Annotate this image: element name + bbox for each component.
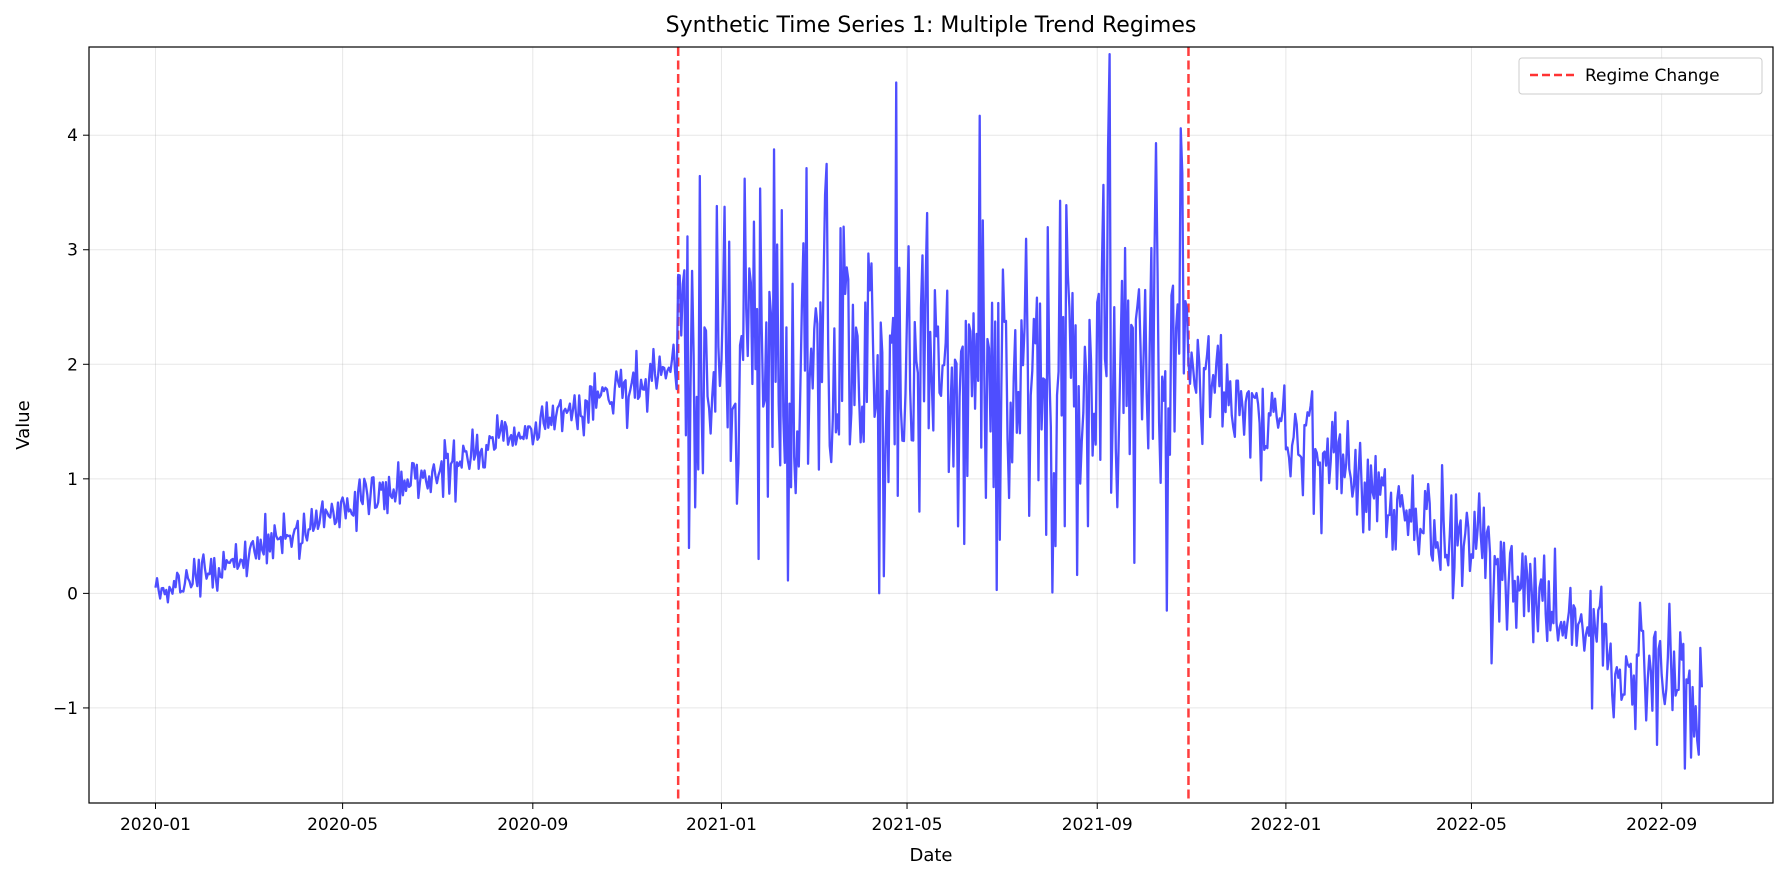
y-axis-label: Value: [13, 400, 34, 449]
x-tick-label: 2020-05: [307, 815, 378, 835]
x-tick-label: 2021-01: [686, 815, 757, 835]
y-tick-label: 1: [67, 470, 78, 490]
x-tick-label: 2021-09: [1062, 815, 1133, 835]
regime-change-lines: [676, 47, 1190, 803]
x-axis-ticks: 2020-01 2020-05 2020-09 2021-01 2021-05 2021-…: [120, 803, 1697, 835]
y-axis-ticks: −1 0 1 2 3 4: [53, 126, 89, 719]
series-layer: [154, 52, 1704, 770]
x-tick-label: 2021-05: [872, 815, 943, 835]
x-tick-label: 2022-01: [1250, 815, 1321, 835]
series-line-1: [154, 52, 1704, 770]
chart-title: Synthetic Time Series 1: Multiple Trend …: [666, 13, 1197, 38]
x-tick-label: 2022-05: [1436, 815, 1507, 835]
y-tick-label: 0: [67, 584, 78, 604]
y-tick-label: 4: [67, 126, 78, 146]
legend-box: [1518, 57, 1763, 95]
legend-entry-regime-change: Regime Change: [1585, 66, 1720, 86]
x-tick-label: 2022-09: [1626, 815, 1697, 835]
y-tick-label: −1: [53, 699, 78, 719]
x-axis-label: Date: [909, 845, 952, 866]
plot-frame: [88, 46, 1774, 804]
y-tick-label: 3: [67, 241, 78, 261]
x-tick-label: 2020-09: [497, 815, 568, 835]
x-tick-label: 2020-01: [120, 815, 191, 835]
legend: Regime Change: [1518, 57, 1763, 95]
y-tick-label: 2: [67, 355, 78, 375]
